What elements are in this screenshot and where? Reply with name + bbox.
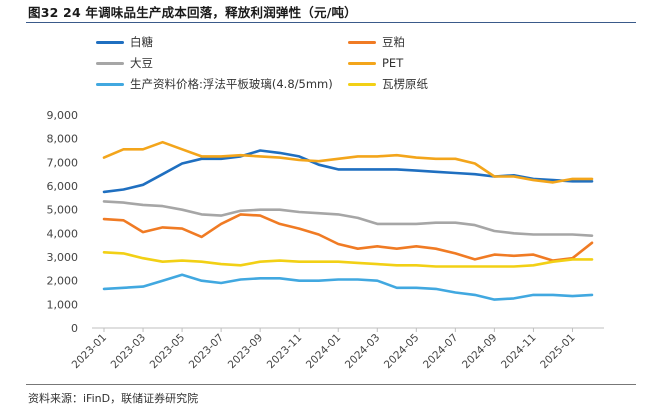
legend-item-soybean: 大豆 [96, 55, 153, 71]
legend-label: 豆粕 [382, 35, 405, 49]
x-tick-label: 2023-03 [109, 332, 149, 372]
y-tick-label: 0 [71, 322, 78, 335]
x-tick-label: 2024-07 [421, 332, 461, 372]
x-tick-label: 2023-05 [148, 332, 188, 372]
legend-item-corrugated-paper: 瓦楞原纸 [348, 76, 428, 92]
y-tick-label: 1,000 [47, 298, 79, 311]
legend-label: 白糖 [130, 35, 153, 49]
legend-swatch [96, 61, 124, 65]
series-line [102, 213, 594, 262]
source-note: 资料来源：iFinD，联储证券研究院 [28, 392, 199, 405]
y-tick-label: 7,000 [47, 156, 79, 169]
y-tick-label: 5,000 [47, 204, 79, 217]
x-tick-label: 2023-01 [70, 332, 110, 372]
legend-item-white-sugar: 白糖 [96, 34, 153, 50]
legend-swatch [348, 61, 376, 65]
x-tick-label: 2023-09 [226, 332, 266, 372]
legend-label: 瓦楞原纸 [382, 77, 428, 91]
line-chart: 0 1,000 2,000 3,000 4,000 5,000 6,000 7,000 8,00… [47, 109, 604, 372]
x-tick-label: 2023-11 [265, 332, 305, 372]
series-line [102, 140, 594, 184]
x-tick-label: 2024-09 [460, 332, 500, 372]
legend-swatch [96, 82, 124, 86]
y-tick-label: 3,000 [47, 251, 79, 264]
x-tick-label: 2024-01 [304, 332, 344, 372]
x-tick-label: 2024-05 [382, 332, 422, 372]
legend-swatch [348, 40, 376, 44]
y-tick-label: 9,000 [47, 109, 79, 122]
x-axis: 2023-01 2023-03 2023-05 2023-07 2023-09 2023-… [70, 327, 604, 372]
plot-area [102, 140, 594, 301]
x-tick-label: 2025-01 [538, 332, 578, 372]
legend-item-pet: PET [348, 55, 403, 71]
series-line [102, 251, 594, 268]
y-tick-label: 6,000 [47, 180, 79, 193]
x-tick-label: 2024-03 [343, 332, 383, 372]
legend-item-float-glass: 生产资料价格:浮法平板玻璃(4.8/5mm) [96, 76, 333, 92]
legend-item-soybean-meal: 豆粕 [348, 34, 405, 50]
series-line [102, 200, 594, 237]
y-axis: 0 1,000 2,000 3,000 4,000 5,000 6,000 7,000 8,00… [47, 109, 79, 335]
x-tick-label: 2024-11 [499, 332, 539, 372]
x-tick-label: 2023-07 [187, 332, 227, 372]
y-tick-label: 4,000 [47, 227, 79, 240]
legend-swatch [348, 82, 376, 86]
series-line [102, 273, 594, 301]
legend-label: 大豆 [130, 56, 153, 70]
figure-title: 图32 24 年调味品生产成本回落，释放利润弹性（元/吨） [28, 5, 357, 20]
y-tick-label: 8,000 [47, 133, 79, 146]
legend-label: PET [382, 56, 404, 70]
bottom-rule [26, 384, 636, 385]
top-rule [26, 22, 636, 23]
legend-label: 生产资料价格:浮法平板玻璃(4.8/5mm) [130, 77, 333, 91]
legend-swatch [96, 40, 124, 44]
y-tick-label: 2,000 [47, 275, 79, 288]
